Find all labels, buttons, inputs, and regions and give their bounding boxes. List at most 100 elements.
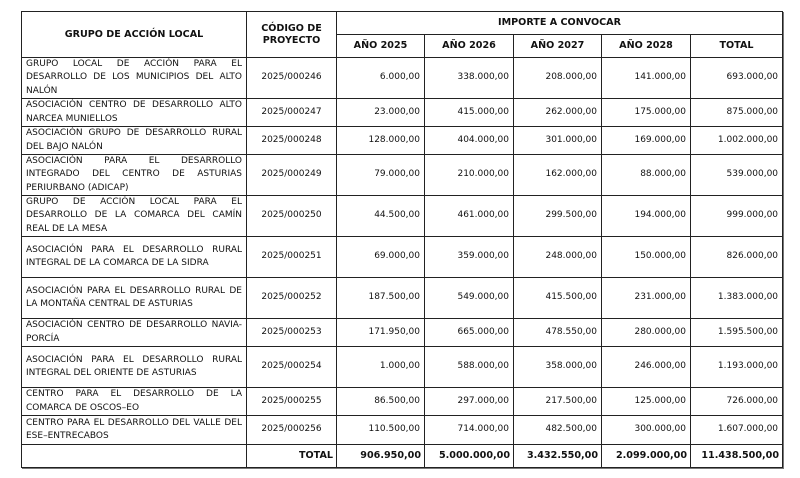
amount-2025: 1.000,00 bbox=[336, 346, 425, 388]
amount-2026: 210.000,00 bbox=[424, 154, 514, 196]
amount-2027: 217.500,00 bbox=[513, 387, 602, 416]
amount-2025: 44.500,00 bbox=[336, 195, 425, 237]
amount-total: 1.002.000,00 bbox=[689, 126, 784, 155]
amount-2025: 6.000,00 bbox=[336, 57, 425, 99]
amount-2026: 665.000,00 bbox=[424, 318, 514, 347]
table-row: ASOCIACIÓN CENTRO DE DESARROLLO ALTO NAR… bbox=[21, 98, 784, 127]
amount-2027: 301.000,00 bbox=[513, 126, 602, 155]
header-year-2027: AÑO 2027 bbox=[513, 34, 602, 58]
amount-2025: 171.950,00 bbox=[336, 318, 425, 347]
project-code: 2025/000250 bbox=[246, 195, 337, 237]
project-code: 2025/000254 bbox=[246, 346, 337, 388]
amount-2028: 280.000,00 bbox=[601, 318, 691, 347]
header-amount: IMPORTE A CONVOCAR bbox=[335, 11, 784, 35]
project-code: 2025/000256 bbox=[246, 415, 337, 445]
amount-2028: 300.000,00 bbox=[601, 415, 691, 445]
amount-2026: 588.000,00 bbox=[424, 346, 514, 388]
amount-2027: 262.000,00 bbox=[513, 98, 602, 127]
group-name: GRUPO DE ACCIÓN LOCAL PARA EL DESARROLLO… bbox=[21, 195, 247, 237]
total-amount: 906.950,00 bbox=[336, 444, 425, 468]
header-year-2025: AÑO 2025 bbox=[336, 34, 425, 58]
group-name: GRUPO LOCAL DE ACCIÓN PARA EL DESARROLLO… bbox=[21, 57, 247, 99]
amount-2026: 714.000,00 bbox=[424, 415, 514, 445]
total-amount: 3.432.550,00 bbox=[513, 444, 602, 468]
group-name: ASOCIACIÓN PARA EL DESARROLLO INTEGRADO … bbox=[21, 154, 247, 196]
total-blank bbox=[21, 444, 247, 468]
group-name: CENTRO PARA EL DESARROLLO DE LA COMARCA … bbox=[21, 387, 247, 416]
amount-2027: 358.000,00 bbox=[513, 346, 602, 388]
group-name: ASOCIACIÓN PARA EL DESARROLLO RURAL INTE… bbox=[21, 346, 247, 388]
amount-2025: 86.500,00 bbox=[336, 387, 425, 416]
amount-2027: 482.500,00 bbox=[513, 415, 602, 445]
amount-2028: 246.000,00 bbox=[601, 346, 691, 388]
project-code: 2025/000248 bbox=[246, 126, 337, 155]
amount-2028: 88.000,00 bbox=[601, 154, 691, 196]
amount-total: 693.000,00 bbox=[689, 57, 784, 99]
group-name: ASOCIACIÓN GRUPO DE DESARROLLO RURAL DEL… bbox=[21, 126, 247, 155]
group-name: ASOCIACIÓN PARA EL DESARROLLO RURAL INTE… bbox=[21, 236, 247, 278]
table-row: ASOCIACIÓN PARA EL DESARROLLO RURAL DE L… bbox=[21, 277, 784, 319]
table-row: GRUPO LOCAL DE ACCIÓN PARA EL DESARROLLO… bbox=[21, 57, 784, 99]
project-code: 2025/000253 bbox=[246, 318, 337, 347]
amount-2027: 248.000,00 bbox=[513, 236, 602, 278]
amount-total: 875.000,00 bbox=[689, 98, 784, 127]
amount-2026: 404.000,00 bbox=[424, 126, 514, 155]
amount-2026: 359.000,00 bbox=[424, 236, 514, 278]
amount-total: 1.383.000,00 bbox=[689, 277, 784, 319]
amount-2028: 141.000,00 bbox=[601, 57, 691, 99]
amount-total: 826.000,00 bbox=[689, 236, 784, 278]
amount-2026: 461.000,00 bbox=[424, 195, 514, 237]
amount-total: 1.193.000,00 bbox=[689, 346, 784, 388]
amount-2027: 162.000,00 bbox=[513, 154, 602, 196]
table-row: ASOCIACIÓN PARA EL DESARROLLO RURAL INTE… bbox=[21, 236, 784, 278]
project-code: 2025/000246 bbox=[246, 57, 337, 99]
amount-total: 1.607.000,00 bbox=[689, 415, 784, 445]
table-row: CENTRO PARA EL DESARROLLO DEL VALLE DEL … bbox=[21, 415, 784, 445]
header-code: CÓDIGO DE PROYECTO bbox=[246, 11, 337, 58]
table-row: GRUPO DE ACCIÓN LOCAL PARA EL DESARROLLO… bbox=[21, 195, 784, 237]
amount-2025: 128.000,00 bbox=[336, 126, 425, 155]
project-code: 2025/000255 bbox=[246, 387, 337, 416]
amount-2028: 194.000,00 bbox=[601, 195, 691, 237]
header-total: TOTAL bbox=[689, 34, 784, 58]
amount-2026: 297.000,00 bbox=[424, 387, 514, 416]
amount-total: 726.000,00 bbox=[689, 387, 784, 416]
amount-2027: 415.500,00 bbox=[513, 277, 602, 319]
group-name: ASOCIACIÓN CENTRO DE DESARROLLO ALTO NAR… bbox=[21, 98, 247, 127]
amount-2025: 187.500,00 bbox=[336, 277, 425, 319]
amount-2025: 23.000,00 bbox=[336, 98, 425, 127]
amount-total: 1.595.500,00 bbox=[689, 318, 784, 347]
project-code: 2025/000247 bbox=[246, 98, 337, 127]
amount-2025: 69.000,00 bbox=[336, 236, 425, 278]
amount-2028: 231.000,00 bbox=[601, 277, 691, 319]
project-code: 2025/000251 bbox=[246, 236, 337, 278]
funding-table: GRUPO DE ACCIÓN LOCAL CÓDIGO DE PROYECTO… bbox=[21, 11, 784, 468]
amount-total: 539.000,00 bbox=[689, 154, 784, 196]
project-code: 2025/000249 bbox=[246, 154, 337, 196]
amount-2027: 299.500,00 bbox=[513, 195, 602, 237]
amount-total: 999.000,00 bbox=[689, 195, 784, 237]
amount-2026: 338.000,00 bbox=[424, 57, 514, 99]
header-year-2028: AÑO 2028 bbox=[601, 34, 691, 58]
total-amount: 5.000.000,00 bbox=[424, 444, 514, 468]
amount-2027: 208.000,00 bbox=[513, 57, 602, 99]
amount-2026: 549.000,00 bbox=[424, 277, 514, 319]
total-label: TOTAL bbox=[246, 444, 337, 468]
amount-2028: 169.000,00 bbox=[601, 126, 691, 155]
table-row: CENTRO PARA EL DESARROLLO DE LA COMARCA … bbox=[21, 387, 784, 416]
project-code: 2025/000252 bbox=[246, 277, 337, 319]
group-name: ASOCIACIÓN CENTRO DE DESARROLLO NAVIA-PO… bbox=[21, 318, 247, 347]
group-name: CENTRO PARA EL DESARROLLO DEL VALLE DEL … bbox=[21, 415, 247, 445]
amount-2027: 478.550,00 bbox=[513, 318, 602, 347]
table-row: ASOCIACIÓN CENTRO DE DESARROLLO NAVIA-PO… bbox=[21, 318, 784, 347]
amount-2028: 175.000,00 bbox=[601, 98, 691, 127]
amount-2028: 150.000,00 bbox=[601, 236, 691, 278]
total-amount: 2.099.000,00 bbox=[601, 444, 691, 468]
amount-2026: 415.000,00 bbox=[424, 98, 514, 127]
table-row: ASOCIACIÓN PARA EL DESARROLLO RURAL INTE… bbox=[21, 346, 784, 388]
header-year-2026: AÑO 2026 bbox=[424, 34, 514, 58]
amount-2028: 125.000,00 bbox=[601, 387, 691, 416]
total-amount: 11.438.500,00 bbox=[689, 444, 784, 468]
total-row: TOTAL 906.950,00 5.000.000,00 3.432.550,00 2… bbox=[21, 444, 784, 468]
header-group: GRUPO DE ACCIÓN LOCAL bbox=[21, 11, 247, 58]
